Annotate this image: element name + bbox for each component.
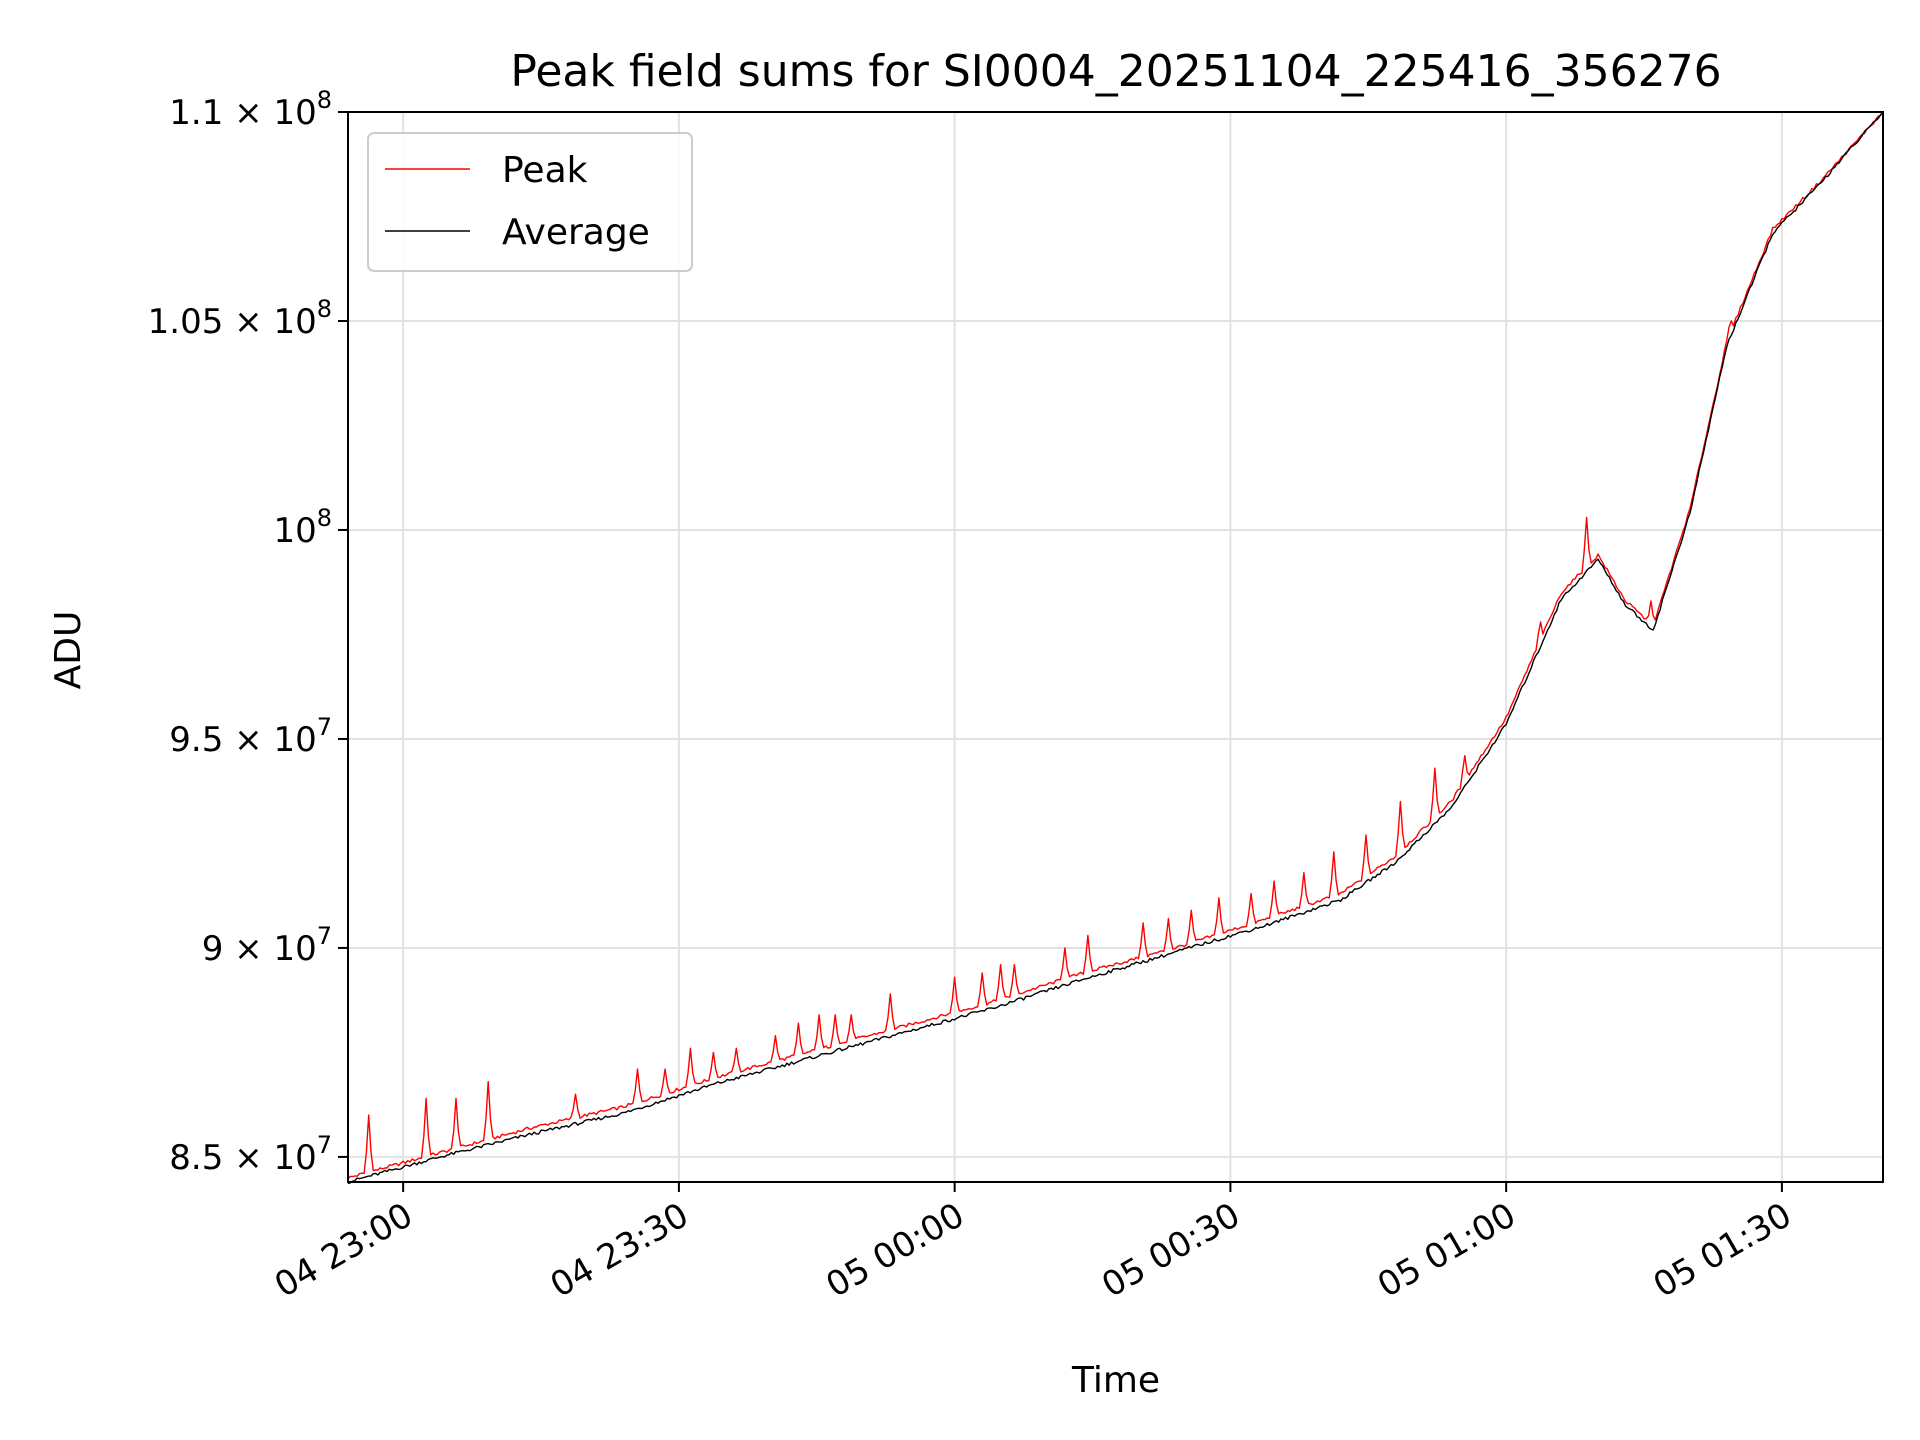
x-axis-label: Time [1071,1360,1160,1401]
y-tick-label: 1.05 × 108 [148,295,332,342]
y-tick-label: 108 [273,504,332,551]
y-tick-exponent: 8 [317,295,332,323]
y-tick-base: 10 [273,511,316,551]
plot-lines [347,111,1884,1185]
legend-label-peak: Peak [502,150,588,191]
y-tick-exponent: 7 [317,1131,332,1159]
plot-frame [347,111,1884,1183]
series-line-peak [347,111,1884,1180]
legend-box [367,132,693,272]
y-tick-base: 1.05 × 10 [148,302,317,342]
y-tick-label: 9.5 × 107 [169,713,332,760]
y-tick-exponent: 7 [317,922,332,950]
legend-label-average: Average [502,212,650,253]
y-tick-base: 8.5 × 10 [169,1138,316,1178]
series-line-average [347,111,1884,1185]
y-tick-base: 9.5 × 10 [169,720,316,760]
y-tick-base: 1.1 × 10 [169,93,316,133]
y-tick-exponent: 7 [317,713,332,741]
grid [348,111,1883,1182]
y-tick-label: 8.5 × 107 [169,1131,332,1178]
y-tick-base: 9 × 10 [202,929,317,969]
chart-title: Peak field sums for SI0004_20251104_2254… [510,46,1721,97]
y-tick-label: 9 × 107 [202,922,332,969]
y-tick-exponent: 8 [317,86,332,114]
legend: Peak Average [367,132,693,272]
y-tick-label: 1.1 × 108 [169,86,332,133]
y-axis-label: ADU [48,611,89,690]
y-tick-exponent: 8 [317,504,332,532]
